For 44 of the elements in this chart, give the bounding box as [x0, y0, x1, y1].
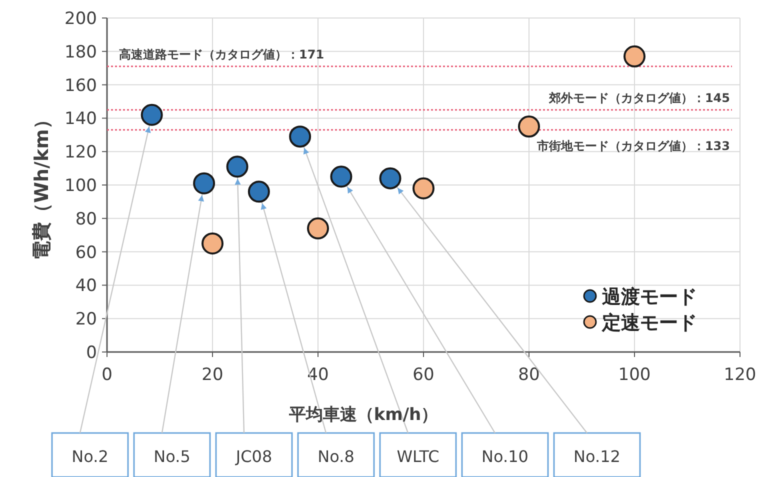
- x-tick-label: 60: [412, 365, 434, 385]
- y-tick-label: 0: [86, 343, 97, 363]
- ref-line-label: 市街地モード（カタログ値）：133: [536, 138, 730, 153]
- point: [412, 177, 434, 200]
- y-tick-label: 140: [64, 109, 97, 130]
- x-tick-label: 80: [518, 365, 540, 385]
- legend-label: 過渡モード: [601, 286, 697, 308]
- y-tick-label: 200: [64, 9, 97, 29]
- annotation: JC08: [234, 447, 272, 466]
- point: [330, 166, 352, 188]
- point: [624, 45, 646, 68]
- x-tick-label: 120: [724, 365, 756, 385]
- point: [202, 232, 224, 254]
- y-tick-label: 100: [64, 176, 97, 196]
- annotation: WLTC: [396, 447, 440, 466]
- y-tick-label: 120: [64, 142, 97, 163]
- point: [379, 167, 402, 190]
- annotation: No.8: [318, 447, 354, 466]
- legend-label: 定速モード: [601, 312, 697, 334]
- annotation: No.5: [154, 447, 190, 466]
- annotation: No.2: [72, 447, 108, 466]
- point: [307, 217, 329, 240]
- point: [289, 126, 312, 148]
- x-axis-title: 平均車速（km/h）: [288, 405, 438, 425]
- y-tick-label: 80: [75, 209, 97, 230]
- y-tick-label: 20: [75, 310, 97, 330]
- y-tick-label: 160: [64, 76, 97, 96]
- annotation: No.12: [574, 447, 620, 466]
- y-axis-title: 電費（Wh/km）: [31, 110, 53, 260]
- point: [193, 172, 216, 194]
- point: [248, 180, 270, 203]
- x-tick-label: 0: [102, 365, 112, 385]
- x-tick-label: 100: [618, 365, 651, 385]
- point: [140, 104, 163, 126]
- annotation: No.10: [482, 447, 528, 466]
- x-tick-label: 40: [307, 365, 329, 385]
- point: [226, 156, 248, 178]
- y-tick-label: 40: [75, 276, 97, 296]
- x-tick-label: 20: [202, 365, 224, 385]
- y-tick-label: 60: [75, 242, 97, 263]
- point: [518, 116, 540, 138]
- ref-line-label: 郊外モード（カタログ値）：145: [548, 90, 730, 105]
- y-tick-label: 180: [64, 42, 97, 62]
- ref-line-label: 高速道路モード（カタログ値）：171: [119, 47, 324, 62]
